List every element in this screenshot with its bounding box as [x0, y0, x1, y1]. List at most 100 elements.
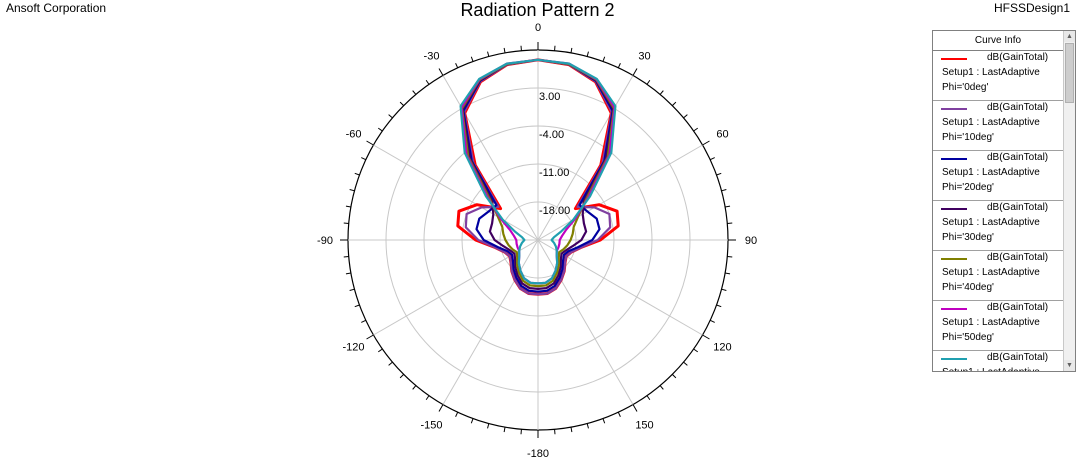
angle-tick	[721, 288, 727, 291]
legend-text: Setup1 : LastAdaptive	[942, 217, 1040, 228]
legend-text: Setup1 : LastAdaptive	[942, 67, 1040, 78]
angle-tick	[399, 101, 405, 107]
angle-tick	[470, 56, 474, 62]
angle-tick	[412, 385, 417, 390]
radial-label: -4.00	[539, 129, 564, 141]
angle-tick	[366, 334, 374, 340]
legend-text: Setup1 : LastAdaptive	[942, 367, 1040, 371]
scroll-down-icon[interactable]: ▼	[1064, 360, 1075, 371]
curve-info-legend[interactable]: Curve Info dB(GainTotal) Setup1 : LastAda…	[932, 30, 1076, 372]
angle-tick	[602, 56, 606, 62]
legend-text: Phi='50deg'	[942, 332, 994, 343]
angle-tick	[659, 90, 664, 95]
angle-tick	[438, 68, 444, 76]
design-label: HFSSDesign1	[993, 1, 1070, 15]
legend-text: dB(GainTotal)	[987, 202, 1049, 213]
angle-tick	[438, 404, 444, 412]
legend-text: Phi='20deg'	[942, 182, 994, 193]
angle-tick	[399, 373, 405, 379]
angle-label: -180	[527, 448, 549, 457]
legend-swatch	[941, 108, 967, 110]
angle-tick	[503, 427, 506, 433]
angle-tick	[388, 361, 393, 366]
legend-entry[interactable]: dB(GainTotal) Setup1 : LastAdaptive Phi='0…	[933, 51, 1063, 101]
angle-label: 90	[745, 235, 757, 247]
legend-text: Setup1 : LastAdaptive	[942, 117, 1040, 128]
angle-label: 150	[635, 419, 653, 431]
legend-text: Setup1 : LastAdaptive	[942, 317, 1040, 328]
legend-entry[interactable]: dB(GainTotal) Setup1 : LastAdaptive Phi='5…	[933, 301, 1063, 351]
curve-phi40deg	[460, 58, 616, 288]
chart-title: Radiation Pattern 2	[460, 0, 615, 20]
angle-tick	[671, 101, 677, 107]
angle-tick	[602, 418, 606, 424]
angle-label: -60	[346, 129, 362, 141]
legend-swatch	[941, 58, 967, 60]
angle-tick	[570, 427, 573, 433]
angle-tick	[586, 51, 589, 57]
curve-phi60deg	[459, 58, 617, 285]
angle-tick	[366, 140, 374, 146]
scroll-up-icon[interactable]: ▲	[1064, 31, 1075, 42]
angle-label: 30	[638, 51, 650, 63]
legend-swatch	[941, 208, 967, 210]
legend-entry[interactable]: dB(GainTotal)Setup1 : LastAdaptivePhi='6…	[933, 351, 1063, 371]
legend-text: Phi='30deg'	[942, 232, 994, 243]
angle-tick	[425, 79, 430, 85]
legend-list: dB(GainTotal) Setup1 : LastAdaptive Phi='0…	[933, 51, 1063, 371]
curve-phi30deg	[461, 58, 615, 290]
angle-tick	[470, 418, 474, 424]
angle-tick	[709, 319, 715, 323]
angle-label: 0	[535, 22, 541, 34]
angle-tick	[725, 272, 731, 275]
company-label: Ansoft Corporation	[6, 1, 107, 15]
legend-scrollbar[interactable]: ▲ ▼	[1063, 31, 1075, 371]
legend-text: dB(GainTotal)	[987, 52, 1049, 63]
angle-label: -90	[317, 235, 333, 247]
angle-tick	[683, 114, 688, 119]
angle-tick	[716, 172, 722, 176]
radial-label: -11.00	[539, 167, 569, 179]
angle-label: -30	[424, 51, 440, 63]
legend-text: Setup1 : LastAdaptive	[942, 167, 1040, 178]
legend-swatch	[941, 308, 967, 310]
legend-text: Phi='40deg'	[942, 282, 994, 293]
angle-tick	[455, 411, 459, 417]
angle-tick	[693, 127, 699, 132]
curves	[456, 58, 620, 296]
legend-text: dB(GainTotal)	[987, 152, 1049, 163]
angle-tick	[617, 411, 621, 417]
legend-text: Phi='0deg'	[942, 82, 989, 93]
angle-tick	[377, 348, 383, 353]
angle-tick	[361, 319, 367, 323]
legend-header: Curve Info	[933, 31, 1063, 51]
radial-label: 3.00	[539, 91, 560, 103]
angle-tick	[617, 63, 621, 69]
scroll-thumb[interactable]	[1065, 43, 1074, 103]
legend-entry[interactable]: dB(GainTotal) Setup1 : LastAdaptive Phi='3…	[933, 201, 1063, 251]
legend-entry[interactable]: dB(GainTotal) Setup1 : LastAdaptive Phi='4…	[933, 251, 1063, 301]
angle-tick	[716, 304, 722, 308]
legend-entry[interactable]: dB(GainTotal) Setup1 : LastAdaptive Phi='2…	[933, 151, 1063, 201]
angle-tick	[345, 205, 351, 208]
angle-label: 120	[713, 342, 731, 354]
angle-tick	[354, 304, 360, 308]
angle-label: -120	[343, 342, 365, 354]
legend-text: dB(GainTotal)	[987, 252, 1049, 263]
legend-text: dB(GainTotal)	[987, 302, 1049, 313]
radial-labels: 3.00 -4.00 -11.00 -18.00	[539, 91, 570, 217]
angle-tick	[487, 423, 490, 429]
curve-phi10deg	[463, 58, 613, 296]
legend-entry[interactable]: dB(GainTotal) Setup1 : LastAdaptive Phi='1…	[933, 101, 1063, 151]
angle-tick	[709, 157, 715, 161]
angle-label: -150	[420, 419, 442, 431]
angle-tick	[388, 114, 393, 119]
angle-tick	[693, 348, 699, 353]
radial-label: -18.00	[539, 205, 570, 217]
angle-label: 60	[716, 129, 728, 141]
legend-swatch	[941, 258, 967, 260]
angle-tick	[702, 140, 710, 146]
angle-tick	[455, 63, 459, 69]
angle-tick	[349, 288, 355, 291]
